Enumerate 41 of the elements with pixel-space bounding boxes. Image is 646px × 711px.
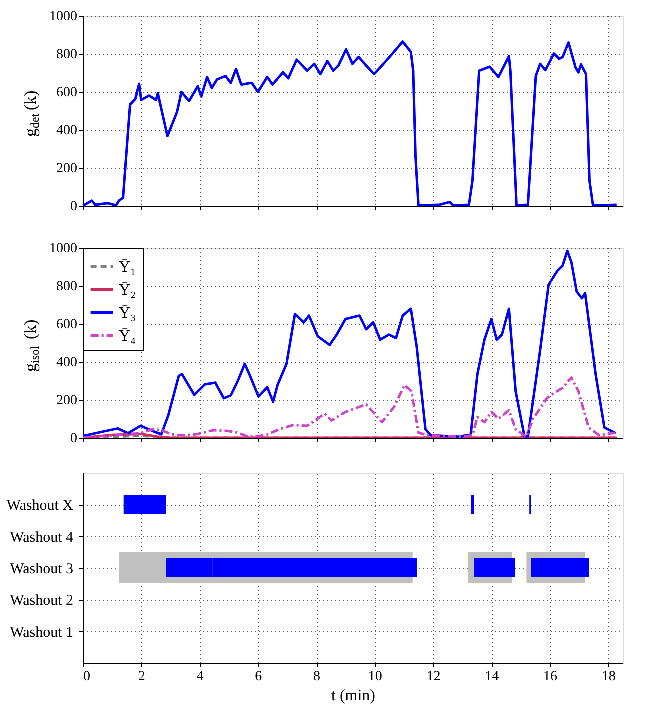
y-tick-label: 800	[56, 280, 78, 294]
y-tick-label: 1000	[50, 242, 78, 256]
legend-label: Ῡ₂	[119, 282, 136, 299]
x-tick-label: 0	[84, 670, 90, 684]
y-tick-label: 0	[70, 200, 78, 214]
y-tick-label: Washout 1	[10, 624, 74, 641]
y-tick-label: 400	[56, 356, 78, 370]
bar	[474, 558, 515, 578]
y-tick-label: 200	[56, 394, 78, 408]
y-tick-label: 200	[56, 162, 78, 176]
x-axis-title: t (min)	[332, 688, 376, 704]
line-series	[83, 40, 618, 206]
x-tick-label: 6	[255, 670, 262, 684]
y-tick-label: Washout 4	[10, 530, 74, 546]
x-tick-label: 2	[138, 670, 146, 684]
legend-label: Ῡ₄	[119, 328, 137, 345]
x-tick-label: 14	[485, 670, 500, 684]
bar	[531, 558, 590, 578]
bar	[471, 495, 474, 514]
y-tick-label: 600	[56, 318, 78, 332]
y-tick-label: Washout X	[6, 498, 74, 514]
y-tick-label: 1000	[50, 10, 78, 24]
bar	[124, 495, 166, 514]
x-tick-label: 18	[602, 670, 616, 684]
x-tick-label: 16	[544, 670, 558, 684]
x-tick-label: 4	[196, 670, 204, 684]
legend-label: Ῡ₃	[119, 305, 136, 322]
y-tick-label: Washout 2	[10, 593, 74, 610]
x-tick-label: 10	[368, 670, 382, 684]
line-series	[83, 376, 618, 438]
x-tick-label: 8	[314, 670, 321, 684]
line-series	[83, 250, 618, 438]
y-axis-title: gdet(k)	[21, 90, 42, 137]
y-tick-label: Washout 3	[10, 562, 74, 578]
y-tick-label: 0	[70, 432, 78, 446]
y-tick-label: 400	[56, 124, 78, 138]
y-tick-label: 600	[56, 86, 78, 100]
legend-label: Ῡ₁	[119, 259, 136, 276]
y-tick-label: 800	[56, 48, 78, 62]
y-axis-title: gisol(k)	[21, 320, 42, 372]
x-tick-label: 12	[426, 670, 441, 684]
